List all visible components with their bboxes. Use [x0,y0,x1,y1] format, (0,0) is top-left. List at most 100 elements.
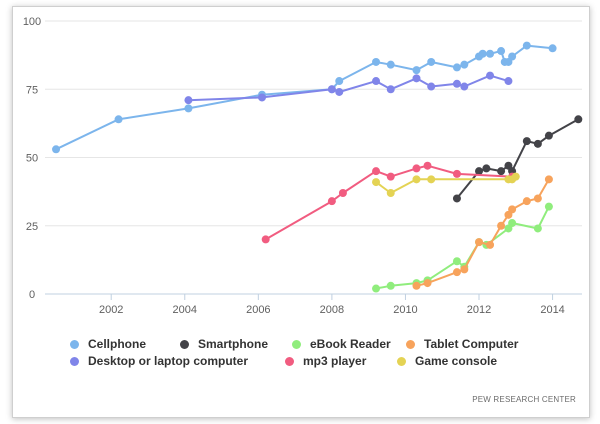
data-point[interactable] [460,60,469,69]
data-point[interactable] [533,139,542,148]
legend-item[interactable]: Smartphone [180,336,268,352]
data-point[interactable] [386,60,395,69]
data-point[interactable] [508,52,517,61]
data-point[interactable] [412,74,421,83]
data-point[interactable] [327,85,336,94]
legend-item[interactable]: Cellphone [70,336,146,352]
data-point[interactable] [386,85,395,94]
y-tick-label: 100 [23,16,41,28]
data-point[interactable] [427,82,436,91]
legend-item[interactable]: mp3 player [285,353,366,369]
data-point[interactable] [372,167,381,176]
data-point[interactable] [452,257,461,266]
y-tick-label: 50 [26,153,38,165]
data-point[interactable] [475,238,484,247]
legend-marker-icon [70,340,79,349]
data-point[interactable] [427,57,436,66]
data-point[interactable] [475,167,484,176]
data-point[interactable] [423,279,432,288]
data-point[interactable] [486,49,495,58]
data-point[interactable] [452,169,461,178]
data-point[interactable] [533,224,542,233]
legend-item[interactable]: Game console [397,353,497,369]
series-game-console [372,172,520,197]
series-line [456,118,579,200]
data-point[interactable] [452,194,461,203]
series-smartphone [452,115,583,203]
legend-marker-icon [406,340,415,349]
data-point[interactable] [372,178,381,187]
data-point[interactable] [114,115,123,124]
data-point[interactable] [327,197,336,206]
data-point[interactable] [544,202,553,211]
data-point[interactable] [52,145,61,154]
legend-label: Smartphone [198,337,269,351]
legend-marker-icon [70,357,79,366]
data-point[interactable] [497,221,506,230]
data-point[interactable] [386,172,395,181]
data-point[interactable] [486,240,495,249]
data-point[interactable] [497,167,506,176]
data-point[interactable] [372,284,381,293]
data-point[interactable] [452,268,461,277]
data-point[interactable] [508,219,517,228]
y-tick-label: 0 [29,289,35,301]
data-point[interactable] [184,104,193,113]
data-point[interactable] [335,77,344,86]
data-point[interactable] [460,82,469,91]
series-desktop-or-laptop-computer [184,71,513,105]
data-point[interactable] [508,205,517,214]
y-axis-ticks: 0 25 50 75 100 [23,16,41,301]
data-point[interactable] [511,172,520,181]
x-tick-label: 2014 [540,304,564,316]
x-tick-label: 2006 [246,304,270,316]
series-line [375,206,550,290]
data-point[interactable] [504,77,513,86]
data-point[interactable] [522,197,531,206]
data-point[interactable] [533,194,542,203]
data-point[interactable] [338,188,347,197]
x-tick-label: 2002 [99,304,123,316]
data-point[interactable] [452,63,461,72]
legend-marker-icon [397,357,406,366]
data-point[interactable] [372,57,381,66]
data-point[interactable] [412,66,421,75]
data-point[interactable] [423,161,432,170]
data-point[interactable] [386,188,395,197]
data-point[interactable] [522,41,531,50]
series-lines [52,41,583,293]
data-point[interactable] [372,77,381,86]
data-point[interactable] [544,131,553,140]
series-line [416,178,550,287]
data-point[interactable] [427,175,436,184]
data-point[interactable] [258,93,267,102]
legend-label: Cellphone [88,337,147,351]
data-point[interactable] [497,47,506,56]
data-point[interactable] [478,49,487,58]
legend-item[interactable]: Desktop or laptop computer [70,353,248,369]
data-point[interactable] [335,87,344,96]
series-mp3-player [261,161,517,244]
data-point[interactable] [548,44,557,53]
data-point[interactable] [184,96,193,105]
data-point[interactable] [412,164,421,173]
legend-item[interactable]: Tablet Computer [406,336,518,352]
data-point[interactable] [544,175,553,184]
data-point[interactable] [574,115,583,124]
data-point[interactable] [482,164,491,173]
data-point[interactable] [486,71,495,80]
series-cellphone [52,41,557,154]
data-point[interactable] [412,281,421,290]
data-point[interactable] [261,235,270,244]
data-point[interactable] [460,265,469,274]
legend-item[interactable]: eBook Reader [292,336,391,352]
y-tick-label: 75 [26,84,38,96]
data-point[interactable] [522,137,531,146]
data-point[interactable] [412,175,421,184]
x-tick-label: 2010 [393,304,417,316]
data-point[interactable] [452,79,461,88]
data-point[interactable] [386,281,395,290]
series-ebook-reader [372,202,553,293]
legend-label: Desktop or laptop computer [88,354,249,368]
series-tablet-computer [412,175,553,290]
